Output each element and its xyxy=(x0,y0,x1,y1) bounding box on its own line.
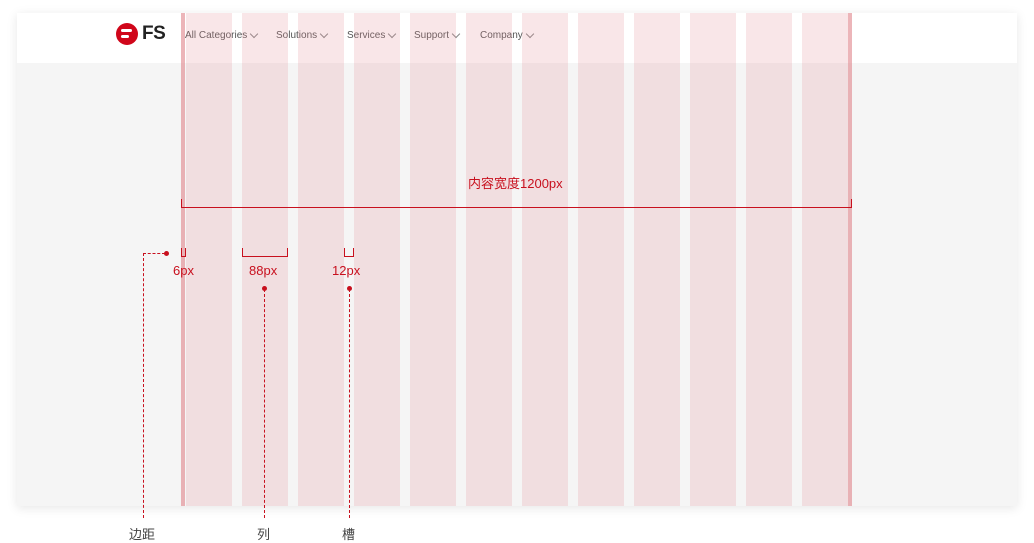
margin-value: 6px xyxy=(173,263,194,278)
gutter-bracket-left xyxy=(344,248,345,257)
content-width-label: 内容宽度1200px xyxy=(468,176,563,191)
chevron-down-icon xyxy=(250,29,259,39)
margin-bracket-base xyxy=(181,256,186,257)
column-bracket-left xyxy=(242,248,243,257)
chevron-down-icon xyxy=(319,29,329,39)
nav-label: Solutions xyxy=(276,30,318,41)
legend-margin: 边距 xyxy=(129,527,156,542)
content-width-tick-right xyxy=(851,199,852,208)
nav-item-all-categories[interactable]: All Categories xyxy=(185,29,259,41)
column-leader-dot xyxy=(262,286,267,291)
margin-bracket-right xyxy=(185,248,186,257)
nav-item-support[interactable]: Support xyxy=(414,29,461,41)
margin-leader-dot xyxy=(164,251,169,256)
margin-leader-vertical xyxy=(143,253,144,518)
legend-gutter: 槽 xyxy=(342,527,356,542)
nav-item-company[interactable]: Company xyxy=(480,29,535,41)
nav-item-solutions[interactable]: Solutions xyxy=(276,29,329,41)
gutter-leader-dot xyxy=(347,286,352,291)
chevron-down-icon xyxy=(388,29,397,39)
gutter-bracket-right xyxy=(353,248,354,257)
chevron-down-icon xyxy=(525,29,535,39)
content-width-line xyxy=(181,207,852,208)
legend-column: 列 xyxy=(257,527,271,542)
column-value: 88px xyxy=(249,263,278,278)
fs-logo-icon xyxy=(116,23,138,45)
logo-text: FS xyxy=(142,23,166,44)
fs-logo[interactable]: FS xyxy=(116,22,166,46)
nav-item-services[interactable]: Services xyxy=(347,29,397,41)
gutter-bracket-base xyxy=(344,256,354,257)
nav-label: All Categories xyxy=(185,30,248,41)
nav-label: Support xyxy=(414,30,450,41)
column-leader-vertical xyxy=(264,289,265,518)
margin-bracket-left xyxy=(181,248,182,257)
column-bracket-base xyxy=(242,256,288,257)
content-width-tick-left xyxy=(181,199,182,208)
page-mockup: FS All Categories Solutions Services Sup… xyxy=(17,13,1017,506)
gutter-value: 12px xyxy=(332,263,361,278)
chevron-down-icon xyxy=(451,29,461,39)
margin-leader-horizontal xyxy=(143,253,165,254)
nav-label: Company xyxy=(480,30,523,41)
gutter-leader-vertical xyxy=(349,289,350,518)
column-bracket-right xyxy=(287,248,288,257)
nav-label: Services xyxy=(347,30,386,41)
site-header: FS All Categories Solutions Services Sup… xyxy=(17,13,1017,63)
